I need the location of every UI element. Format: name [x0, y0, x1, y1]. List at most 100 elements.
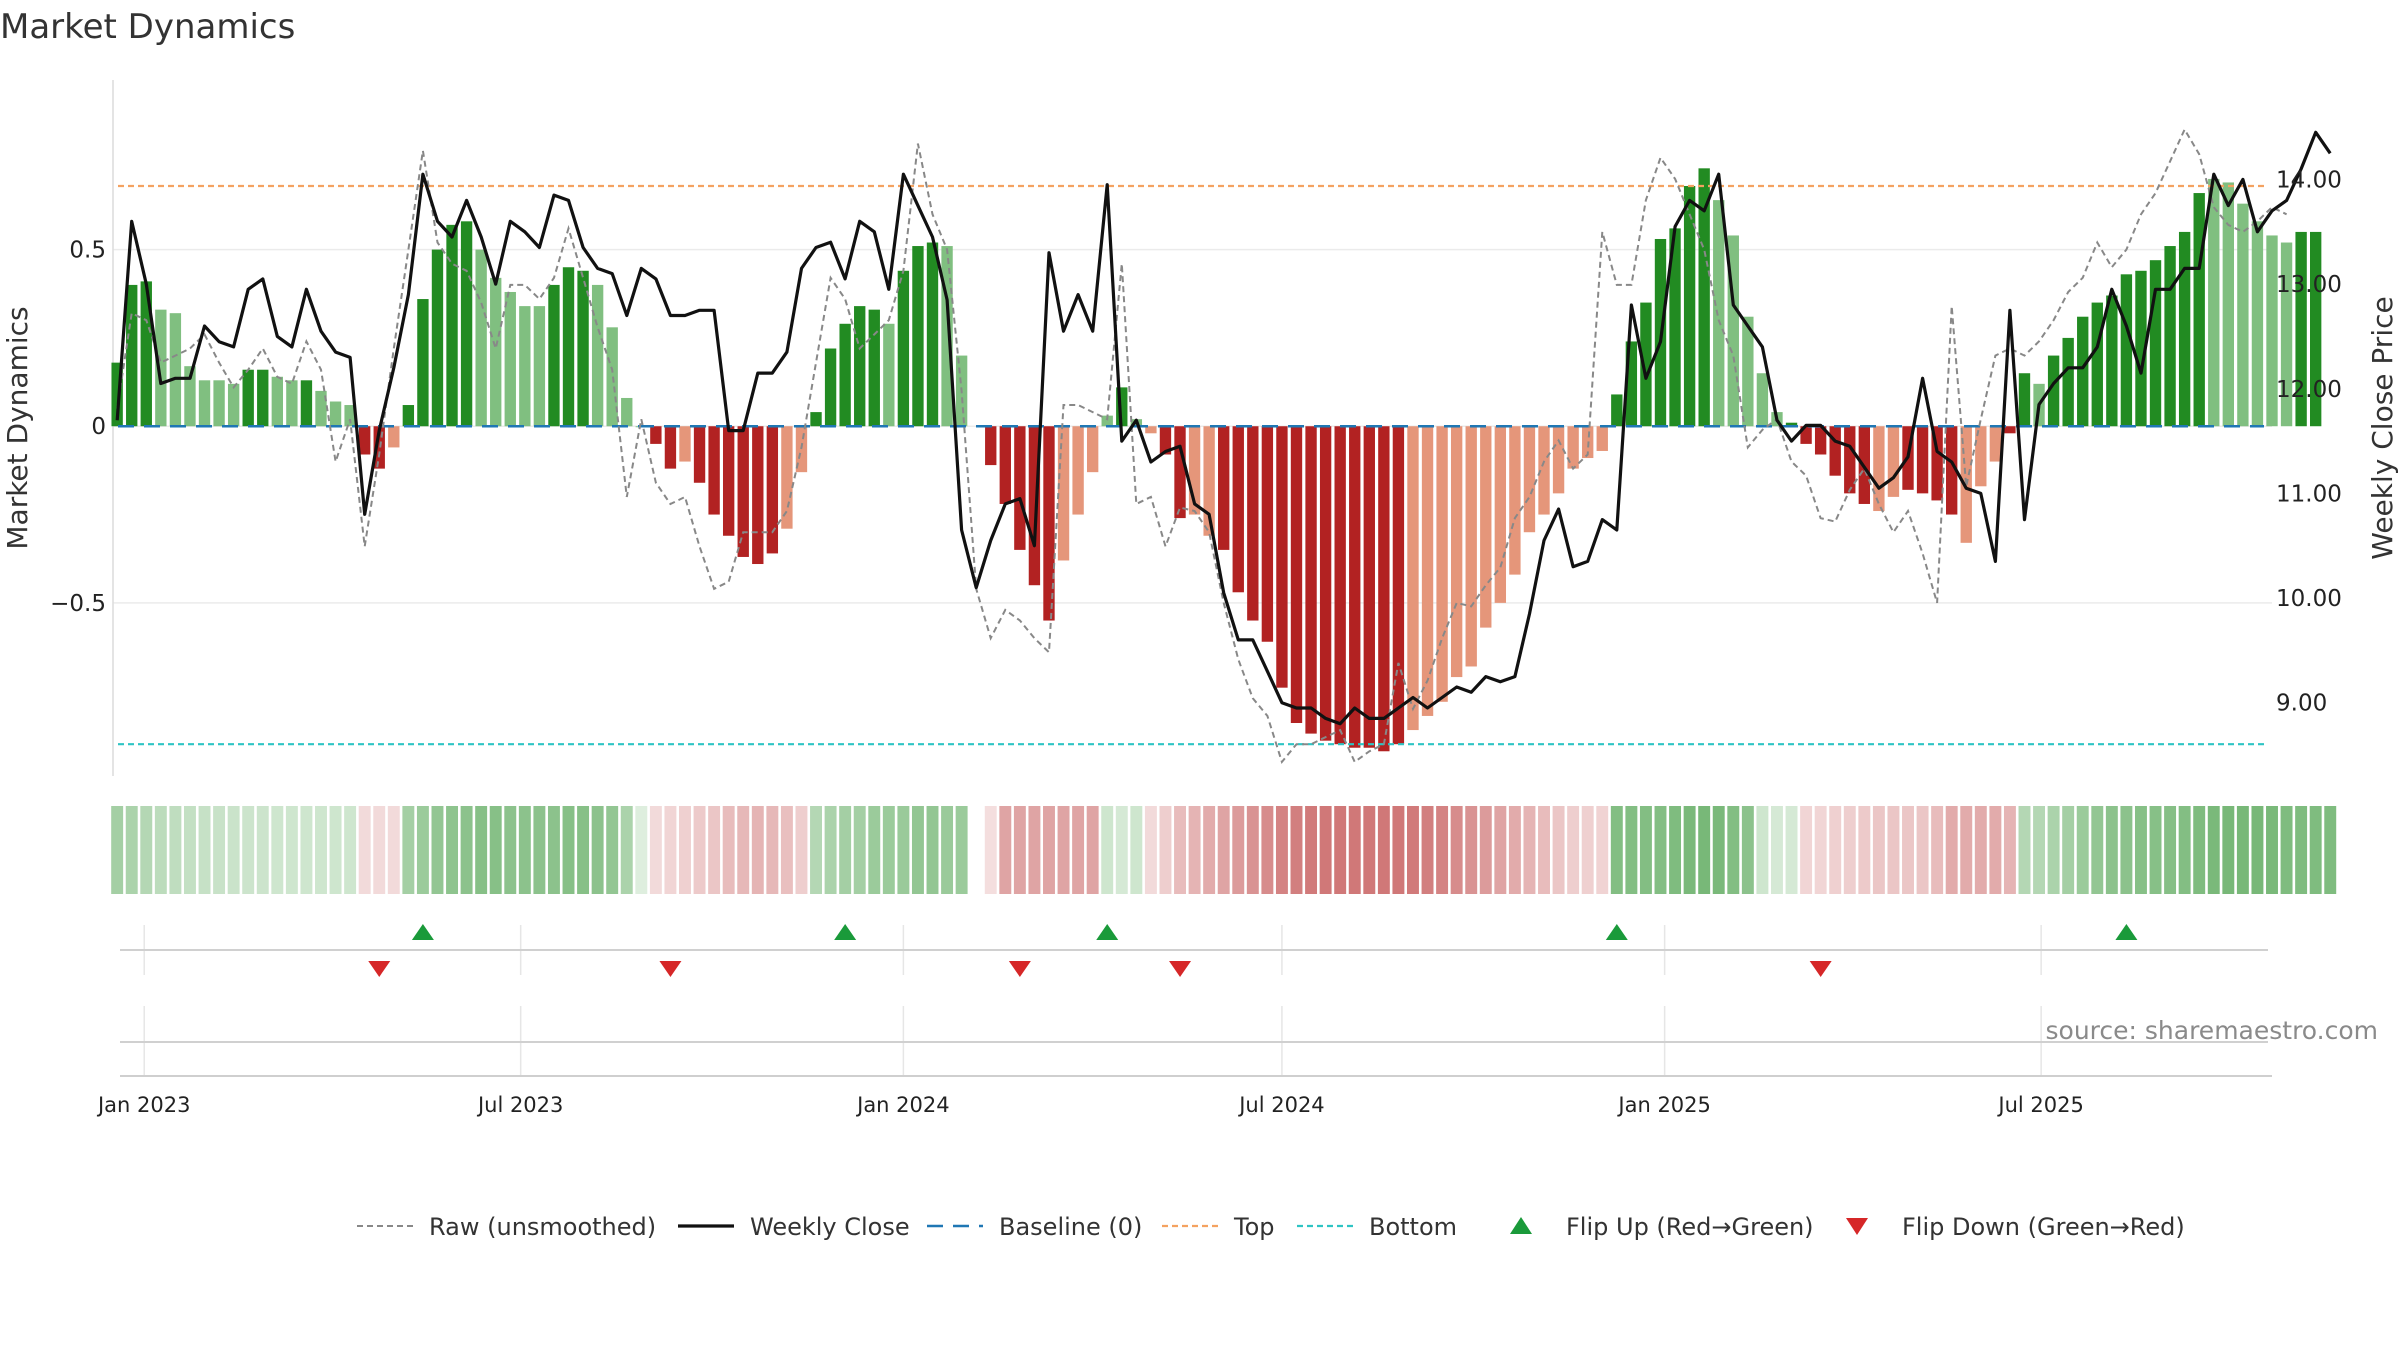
strip-cell	[271, 806, 284, 894]
bar	[810, 412, 822, 427]
legend: Raw (unsmoothed) Weekly Close Baseline (0)…	[357, 1213, 2185, 1241]
bar	[2004, 426, 2016, 434]
bar	[650, 426, 662, 444]
bar	[1785, 422, 1798, 427]
strip-cell	[285, 806, 298, 894]
bar	[2295, 231, 2307, 427]
reference-lines	[118, 184, 2264, 746]
bar	[286, 380, 298, 427]
bar	[795, 426, 808, 473]
main-panel: 0.5 0 −0.5 14.00 13.00 12.00 11.00 10.00 9.00 M…	[1, 80, 2399, 776]
strip-cell	[154, 806, 167, 894]
strip-cell	[1654, 806, 1667, 894]
strip-cell	[373, 806, 386, 894]
bar	[2047, 355, 2060, 427]
legend-label: Flip Down (Green→Red)	[1902, 1213, 2185, 1241]
raw-series-line	[116, 127, 2288, 764]
strip-cell	[911, 806, 924, 894]
legend-label: Weekly Close	[750, 1213, 910, 1241]
bar	[883, 323, 895, 427]
bar	[344, 405, 356, 427]
strip-cell	[1974, 806, 1987, 894]
bar	[1931, 426, 1943, 501]
bar	[300, 380, 313, 427]
bar	[475, 249, 487, 427]
bar	[2091, 302, 2103, 427]
regime-strip	[111, 806, 2337, 894]
strip-cell	[256, 806, 269, 894]
bar	[1378, 426, 1390, 752]
bar	[460, 221, 473, 427]
strip-cell	[737, 806, 750, 894]
strip-cell	[387, 806, 400, 894]
strip-cell	[2178, 806, 2191, 894]
strip-cell	[402, 806, 415, 894]
x-tick-label: Jul 2023	[476, 1093, 563, 1117]
bar	[1247, 426, 1259, 621]
strip-cell	[1800, 806, 1813, 894]
flip-up-marker	[1605, 924, 1628, 940]
bar	[1611, 394, 1623, 427]
strip-cell	[1363, 806, 1376, 894]
strip-cell	[198, 806, 211, 894]
bar	[126, 284, 138, 427]
bar	[1218, 426, 1230, 550]
strip-cell	[1436, 806, 1449, 894]
bars-group	[111, 168, 2322, 752]
chart-title: Market Dynamics	[0, 7, 295, 47]
bar	[1421, 426, 1434, 716]
flip-down-marker	[1008, 961, 1031, 977]
strip-cell	[708, 806, 721, 894]
bar	[242, 369, 254, 427]
strip-cell	[649, 806, 662, 894]
left-tick-label: 0	[91, 414, 106, 440]
strip-cell	[2033, 806, 2046, 894]
strip-cell	[489, 806, 502, 894]
strip-cell	[1043, 806, 1055, 894]
bar	[1349, 426, 1361, 748]
strip-cell	[344, 806, 357, 894]
strip-cell	[1203, 806, 1216, 894]
bar	[431, 249, 444, 427]
bar	[824, 348, 837, 427]
bar	[1276, 426, 1288, 688]
legend-item-baseline: Baseline (0)	[927, 1213, 1142, 1241]
bar	[1014, 426, 1026, 550]
strip-cell	[2280, 806, 2293, 894]
strip-cell	[1407, 806, 1419, 894]
strip-cell	[882, 806, 895, 894]
strip-cell	[1072, 806, 1085, 894]
bar	[1480, 426, 1492, 628]
legend-label: Bottom	[1369, 1213, 1457, 1241]
strip-cell	[2295, 806, 2308, 894]
strip-cell	[1610, 806, 1623, 894]
strip-cell	[1567, 806, 1580, 894]
strip-cell	[839, 806, 852, 894]
bar	[737, 426, 749, 557]
legend-label: Baseline (0)	[999, 1213, 1142, 1241]
bar	[2106, 295, 2118, 427]
bar	[781, 426, 793, 529]
bar	[1232, 426, 1244, 593]
strip-cell	[1960, 806, 1973, 894]
strip-cell	[2076, 806, 2089, 894]
strip-cell	[1246, 806, 1259, 894]
strip-cell	[1683, 806, 1696, 894]
strip-cell	[1057, 806, 1070, 894]
strip-cell	[475, 806, 488, 894]
strip-cell	[1130, 806, 1143, 894]
strip-cell	[213, 806, 226, 894]
strip-cell	[1916, 806, 1929, 894]
strip-cell	[1159, 806, 1172, 894]
flip-up-marker	[1096, 924, 1119, 940]
strip-cell	[2236, 806, 2249, 894]
bar	[912, 246, 924, 427]
strip-cell	[1829, 806, 1842, 894]
bar	[2018, 373, 2031, 427]
bar	[1727, 235, 1739, 427]
x-axis-ticks: Jan 2023 Jul 2023 Jan 2024 Jul 2024 Jan 2025…	[96, 1093, 2084, 1117]
bar	[402, 405, 415, 427]
strip-cell	[2003, 806, 2016, 894]
bar	[358, 426, 371, 455]
bar	[1625, 341, 1638, 427]
